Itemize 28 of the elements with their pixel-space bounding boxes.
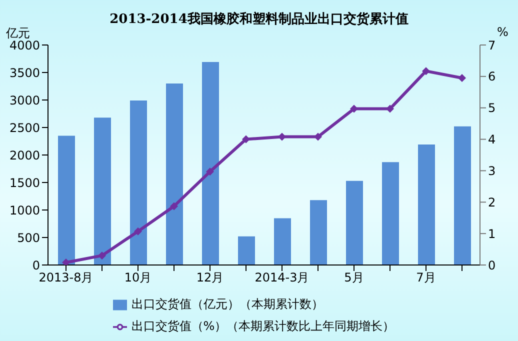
chart-title: 2013-2014我国橡胶和塑料制品业出口交货累计值: [110, 12, 408, 27]
y-tick-label: 2500: [9, 120, 40, 135]
x-tick-label: 2014-3月: [254, 270, 310, 285]
y2-tick-label: 5: [488, 101, 496, 116]
y-tick-label: 3000: [9, 93, 40, 108]
y2-axis-title: %: [497, 25, 508, 39]
y2-tick-label: 6: [488, 70, 496, 84]
y-tick-label: 1500: [9, 176, 40, 190]
y-tick-label: 1000: [9, 203, 40, 218]
y-tick-label: 3500: [9, 66, 40, 80]
x-tick-label: 12月: [196, 270, 224, 285]
y2-tick-label: 0: [488, 258, 496, 272]
y-axis-title: 亿元: [6, 25, 30, 40]
x-tick-label: 5月: [344, 270, 364, 285]
y-tick-label: 4000: [9, 38, 40, 52]
y2-tick-label: 4: [488, 132, 496, 147]
x-tick-label: 2013-8月: [38, 270, 94, 285]
x-tick-label: 10月: [124, 270, 152, 285]
y-tick-label: 2000: [9, 148, 40, 162]
x-tick-label: 7月: [416, 270, 436, 285]
y2-tick-label: 1: [488, 226, 496, 241]
y2-tick-label: 7: [488, 38, 496, 52]
y-tick-label: 500: [17, 230, 40, 245]
legend-label: 出口交货值（亿元）（本期累计数）: [131, 297, 324, 311]
legend-label: 出口交货值（%）（本期累计数比上年同期增长）: [131, 319, 395, 333]
y-tick-label: 0: [32, 258, 40, 272]
y2-tick-label: 3: [488, 164, 496, 178]
y2-tick-label: 2: [488, 195, 496, 210]
